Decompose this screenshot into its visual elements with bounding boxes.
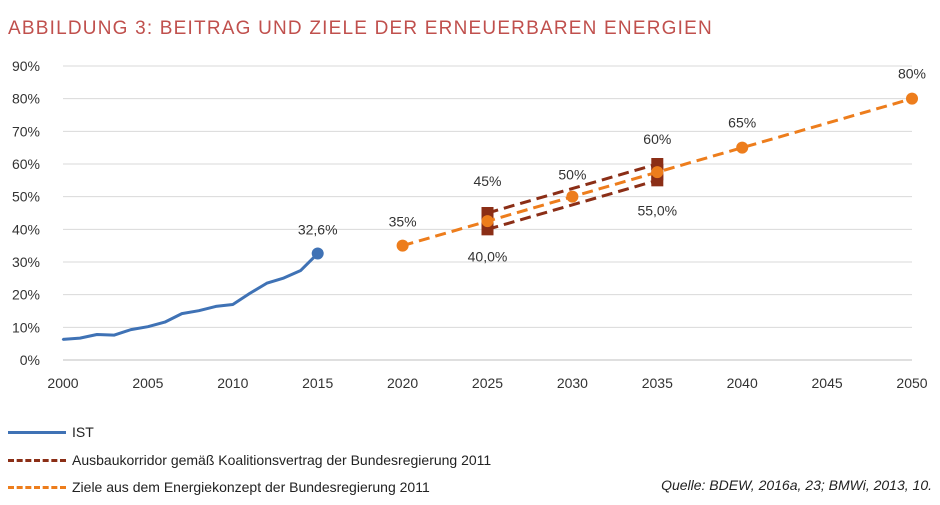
marker-ziele [481, 215, 494, 228]
data-point-ist [163, 320, 167, 324]
y-tick-label: 90% [12, 58, 40, 74]
data-point-ist [146, 325, 150, 328]
marker-ziele [396, 239, 409, 252]
x-tick-label: 2015 [302, 375, 333, 391]
y-tick-label: 10% [12, 319, 40, 335]
data-label: 55,0% [637, 202, 677, 218]
legend-item-ist: IST [8, 424, 94, 440]
series-line-ziele [402, 97, 913, 248]
data-label: 40,0% [468, 248, 508, 264]
data-label: 60% [643, 131, 671, 147]
chart-plot: 0% 10% 20% 30% 40% 50% 60% 70% 80% 90% 2000 2005 201… [12, 58, 928, 391]
y-tick-label: 50% [12, 189, 40, 205]
legend-swatch-ist [8, 430, 66, 434]
y-tick-label: 20% [12, 287, 40, 303]
data-point-ist [129, 328, 133, 331]
data-label: 35% [389, 214, 417, 230]
series-line-korridor-1 [487, 162, 658, 215]
marker-ziele [736, 141, 749, 154]
data-label: 65% [728, 115, 756, 131]
data-label: 50% [558, 167, 586, 183]
data-point-ist [180, 312, 184, 315]
legend-label-korridor: Ausbaukorridor gemäß Koalitionsvertrag d… [72, 452, 492, 468]
series-line-korridor-0 [487, 178, 658, 231]
data-point-ist [299, 269, 302, 272]
y-tick-label: 0% [20, 352, 40, 368]
data-point-ist [282, 276, 285, 280]
legend-swatch-korridor [8, 458, 66, 462]
x-tick-label: 2005 [132, 375, 163, 391]
data-point-ist [95, 333, 99, 336]
data-point-ist [214, 305, 218, 308]
y-tick-label: 60% [12, 156, 40, 172]
data-point-ist [61, 338, 65, 341]
y-tick-label: 70% [12, 123, 40, 139]
y-tick-label: 80% [12, 91, 40, 107]
x-tick-label: 2050 [896, 375, 927, 391]
x-tick-label: 2010 [217, 375, 248, 391]
legend-swatch-ziele [8, 485, 66, 489]
data-label: 80% [898, 66, 926, 82]
x-tick-label: 2040 [727, 375, 758, 391]
marker-ist-2015 [311, 247, 324, 260]
data-label: 45% [473, 173, 501, 189]
y-tick-label: 30% [12, 254, 40, 270]
chart-title: ABBILDUNG 3: BEITRAG UND ZIELE DER ERNEU… [8, 18, 713, 39]
legend-label-ziele: Ziele aus dem Energiekonzept der Bundesr… [72, 479, 430, 495]
source-note: Quelle: BDEW, 2016a, 23; BMWi, 2013, 10. [661, 477, 932, 493]
x-tick-label: 2030 [557, 375, 588, 391]
data-point-ist [112, 333, 116, 337]
data-point-ist [231, 303, 234, 306]
marker-ziele [906, 92, 918, 105]
x-tick-label: 2045 [812, 375, 843, 391]
marker-ziele [566, 190, 579, 203]
x-tick-label: 2035 [642, 375, 673, 391]
legend-item-ziele: Ziele aus dem Energiekonzept der Bundesr… [8, 479, 430, 495]
series-line-ist [62, 252, 319, 341]
data-point-ist [197, 309, 201, 312]
x-tick-label: 2025 [472, 375, 503, 391]
x-tick-label: 2020 [387, 375, 418, 391]
legend-item-korridor: Ausbaukorridor gemäß Koalitionsvertrag d… [8, 452, 491, 468]
data-point-ist [248, 292, 251, 295]
data-point-ist [265, 282, 268, 285]
x-tick-label: 2000 [47, 375, 78, 391]
marker-ziele [651, 166, 664, 179]
data-point-ist [78, 336, 82, 340]
legend-label-ist: IST [72, 424, 94, 440]
y-tick-label: 40% [12, 221, 40, 237]
data-label: 32,6% [298, 222, 338, 238]
